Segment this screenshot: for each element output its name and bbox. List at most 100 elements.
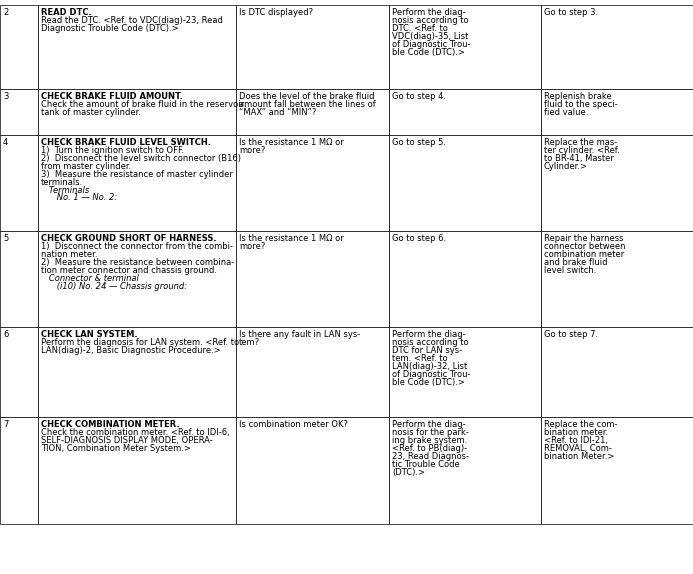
Bar	[541, 89, 693, 135]
Text: Check the combination meter. <Ref. to IDI-6,: Check the combination meter. <Ref. to ID…	[41, 428, 230, 437]
Text: to BR-41, Master: to BR-41, Master	[544, 154, 614, 163]
Bar	[38, 5, 236, 89]
Text: <Ref. to PB(diag)-: <Ref. to PB(diag)-	[392, 444, 467, 453]
Text: Is the resistance 1 MΩ or: Is the resistance 1 MΩ or	[239, 138, 344, 147]
Text: Is DTC displayed?: Is DTC displayed?	[239, 8, 313, 17]
Bar	[38, 417, 236, 524]
Bar	[389, 89, 541, 135]
Bar	[541, 417, 693, 524]
Text: of Diagnostic Trou-: of Diagnostic Trou-	[392, 40, 471, 49]
Text: Repair the harness: Repair the harness	[544, 234, 624, 243]
Text: tank of master cylinder.: tank of master cylinder.	[41, 108, 141, 117]
Text: Perform the diag-: Perform the diag-	[392, 8, 466, 17]
Text: Is there any fault in LAN sys-: Is there any fault in LAN sys-	[239, 330, 360, 339]
Bar	[236, 327, 389, 417]
Text: Go to step 3.: Go to step 3.	[544, 8, 598, 17]
Text: 3)  Measure the resistance of master cylinder: 3) Measure the resistance of master cyli…	[41, 170, 233, 179]
Text: Diagnostic Trouble Code (DTC).>: Diagnostic Trouble Code (DTC).>	[41, 24, 179, 33]
Text: more?: more?	[239, 146, 265, 155]
Bar	[236, 89, 389, 135]
Text: CHECK COMBINATION METER.: CHECK COMBINATION METER.	[41, 420, 179, 429]
Bar	[0, 231, 38, 327]
Text: 2)  Disconnect the level switch connector (B16): 2) Disconnect the level switch connector…	[41, 154, 241, 163]
Text: 3: 3	[3, 92, 8, 101]
Text: Go to step 4.: Go to step 4.	[392, 92, 446, 101]
Text: bination meter.: bination meter.	[544, 428, 608, 437]
Text: Replace the com-: Replace the com-	[544, 420, 617, 429]
Bar	[0, 417, 38, 524]
Bar	[389, 327, 541, 417]
Text: Perform the diag-: Perform the diag-	[392, 420, 466, 429]
Text: Is combination meter OK?: Is combination meter OK?	[239, 420, 348, 429]
Text: CHECK BRAKE FLUID AMOUNT.: CHECK BRAKE FLUID AMOUNT.	[41, 92, 183, 101]
Text: 7: 7	[3, 420, 8, 429]
Text: nosis for the park-: nosis for the park-	[392, 428, 469, 437]
Text: (i10) No. 24 — Chassis ground:: (i10) No. 24 — Chassis ground:	[41, 281, 187, 290]
Text: more?: more?	[239, 242, 265, 251]
Text: ter cylinder. <Ref.: ter cylinder. <Ref.	[544, 146, 620, 155]
Text: 4: 4	[3, 138, 8, 147]
Bar	[236, 231, 389, 327]
Text: 1)  Turn the ignition switch to OFF.: 1) Turn the ignition switch to OFF.	[41, 146, 184, 155]
Text: CHECK GROUND SHORT OF HARNESS.: CHECK GROUND SHORT OF HARNESS.	[41, 234, 217, 243]
Text: <Ref. to IDI-21,: <Ref. to IDI-21,	[544, 436, 608, 445]
Text: TION, Combination Meter System.>: TION, Combination Meter System.>	[41, 444, 191, 453]
Text: Go to step 7.: Go to step 7.	[544, 330, 598, 339]
Text: connector between: connector between	[544, 242, 626, 251]
Bar	[541, 5, 693, 89]
Text: (DTC).>: (DTC).>	[392, 467, 425, 476]
Bar	[541, 231, 693, 327]
Text: DTC for LAN sys-: DTC for LAN sys-	[392, 346, 462, 355]
Text: Replace the mas-: Replace the mas-	[544, 138, 617, 147]
Text: tem. <Ref. to: tem. <Ref. to	[392, 354, 448, 363]
Text: nosis according to: nosis according to	[392, 338, 468, 347]
Text: 6: 6	[3, 330, 8, 339]
Text: LAN(diag)-32, List: LAN(diag)-32, List	[392, 362, 467, 371]
Bar	[0, 327, 38, 417]
Text: Perform the diag-: Perform the diag-	[392, 330, 466, 339]
Text: nation meter.: nation meter.	[41, 250, 98, 259]
Text: READ DTC.: READ DTC.	[41, 8, 91, 17]
Bar	[38, 327, 236, 417]
Text: fluid to the speci-: fluid to the speci-	[544, 100, 617, 109]
Bar	[541, 327, 693, 417]
Text: Terminals: Terminals	[41, 185, 89, 195]
Text: bination Meter.>: bination Meter.>	[544, 452, 615, 461]
Text: nosis according to: nosis according to	[392, 16, 468, 25]
Text: terminals.: terminals.	[41, 177, 83, 187]
Bar	[389, 231, 541, 327]
Text: Go to step 5.: Go to step 5.	[392, 138, 446, 147]
Text: REMOVAL, Com-: REMOVAL, Com-	[544, 444, 612, 453]
Text: Is the resistance 1 MΩ or: Is the resistance 1 MΩ or	[239, 234, 344, 243]
Text: Check the amount of brake fluid in the reservoir: Check the amount of brake fluid in the r…	[41, 100, 244, 109]
Bar	[0, 89, 38, 135]
Text: tic Trouble Code: tic Trouble Code	[392, 460, 459, 468]
Text: from master cylinder.: from master cylinder.	[41, 162, 131, 170]
Bar	[0, 5, 38, 89]
Bar	[236, 135, 389, 231]
Text: 23, Read Diagnos-: 23, Read Diagnos-	[392, 452, 469, 461]
Text: ble Code (DTC).>: ble Code (DTC).>	[392, 378, 465, 386]
Text: Does the level of the brake fluid: Does the level of the brake fluid	[239, 92, 374, 101]
Text: ing brake system.: ing brake system.	[392, 436, 467, 445]
Text: Cylinder.>: Cylinder.>	[544, 162, 588, 170]
Text: Go to step 6.: Go to step 6.	[392, 234, 446, 243]
Bar	[541, 135, 693, 231]
Text: DTC. <Ref. to: DTC. <Ref. to	[392, 24, 448, 33]
Text: CHECK BRAKE FLUID LEVEL SWITCH.: CHECK BRAKE FLUID LEVEL SWITCH.	[41, 138, 211, 147]
Bar	[236, 5, 389, 89]
Text: SELF-DIAGNOSIS DISPLAY MODE, OPERA-: SELF-DIAGNOSIS DISPLAY MODE, OPERA-	[41, 436, 213, 445]
Text: 1)  Disconnect the connector from the combi-: 1) Disconnect the connector from the com…	[41, 242, 233, 251]
Text: amount fall between the lines of: amount fall between the lines of	[239, 100, 376, 109]
Text: 2)  Measure the resistance between combina-: 2) Measure the resistance between combin…	[41, 258, 234, 267]
Bar	[38, 89, 236, 135]
Bar	[38, 135, 236, 231]
Text: VDC(diag)-35, List: VDC(diag)-35, List	[392, 32, 468, 41]
Bar	[38, 231, 236, 327]
Bar	[389, 135, 541, 231]
Text: ble Code (DTC).>: ble Code (DTC).>	[392, 48, 465, 57]
Bar	[389, 5, 541, 89]
Text: No. 1 — No. 2:: No. 1 — No. 2:	[41, 193, 117, 203]
Bar	[389, 417, 541, 524]
Text: Perform the diagnosis for LAN system. <Ref. to: Perform the diagnosis for LAN system. <R…	[41, 338, 239, 347]
